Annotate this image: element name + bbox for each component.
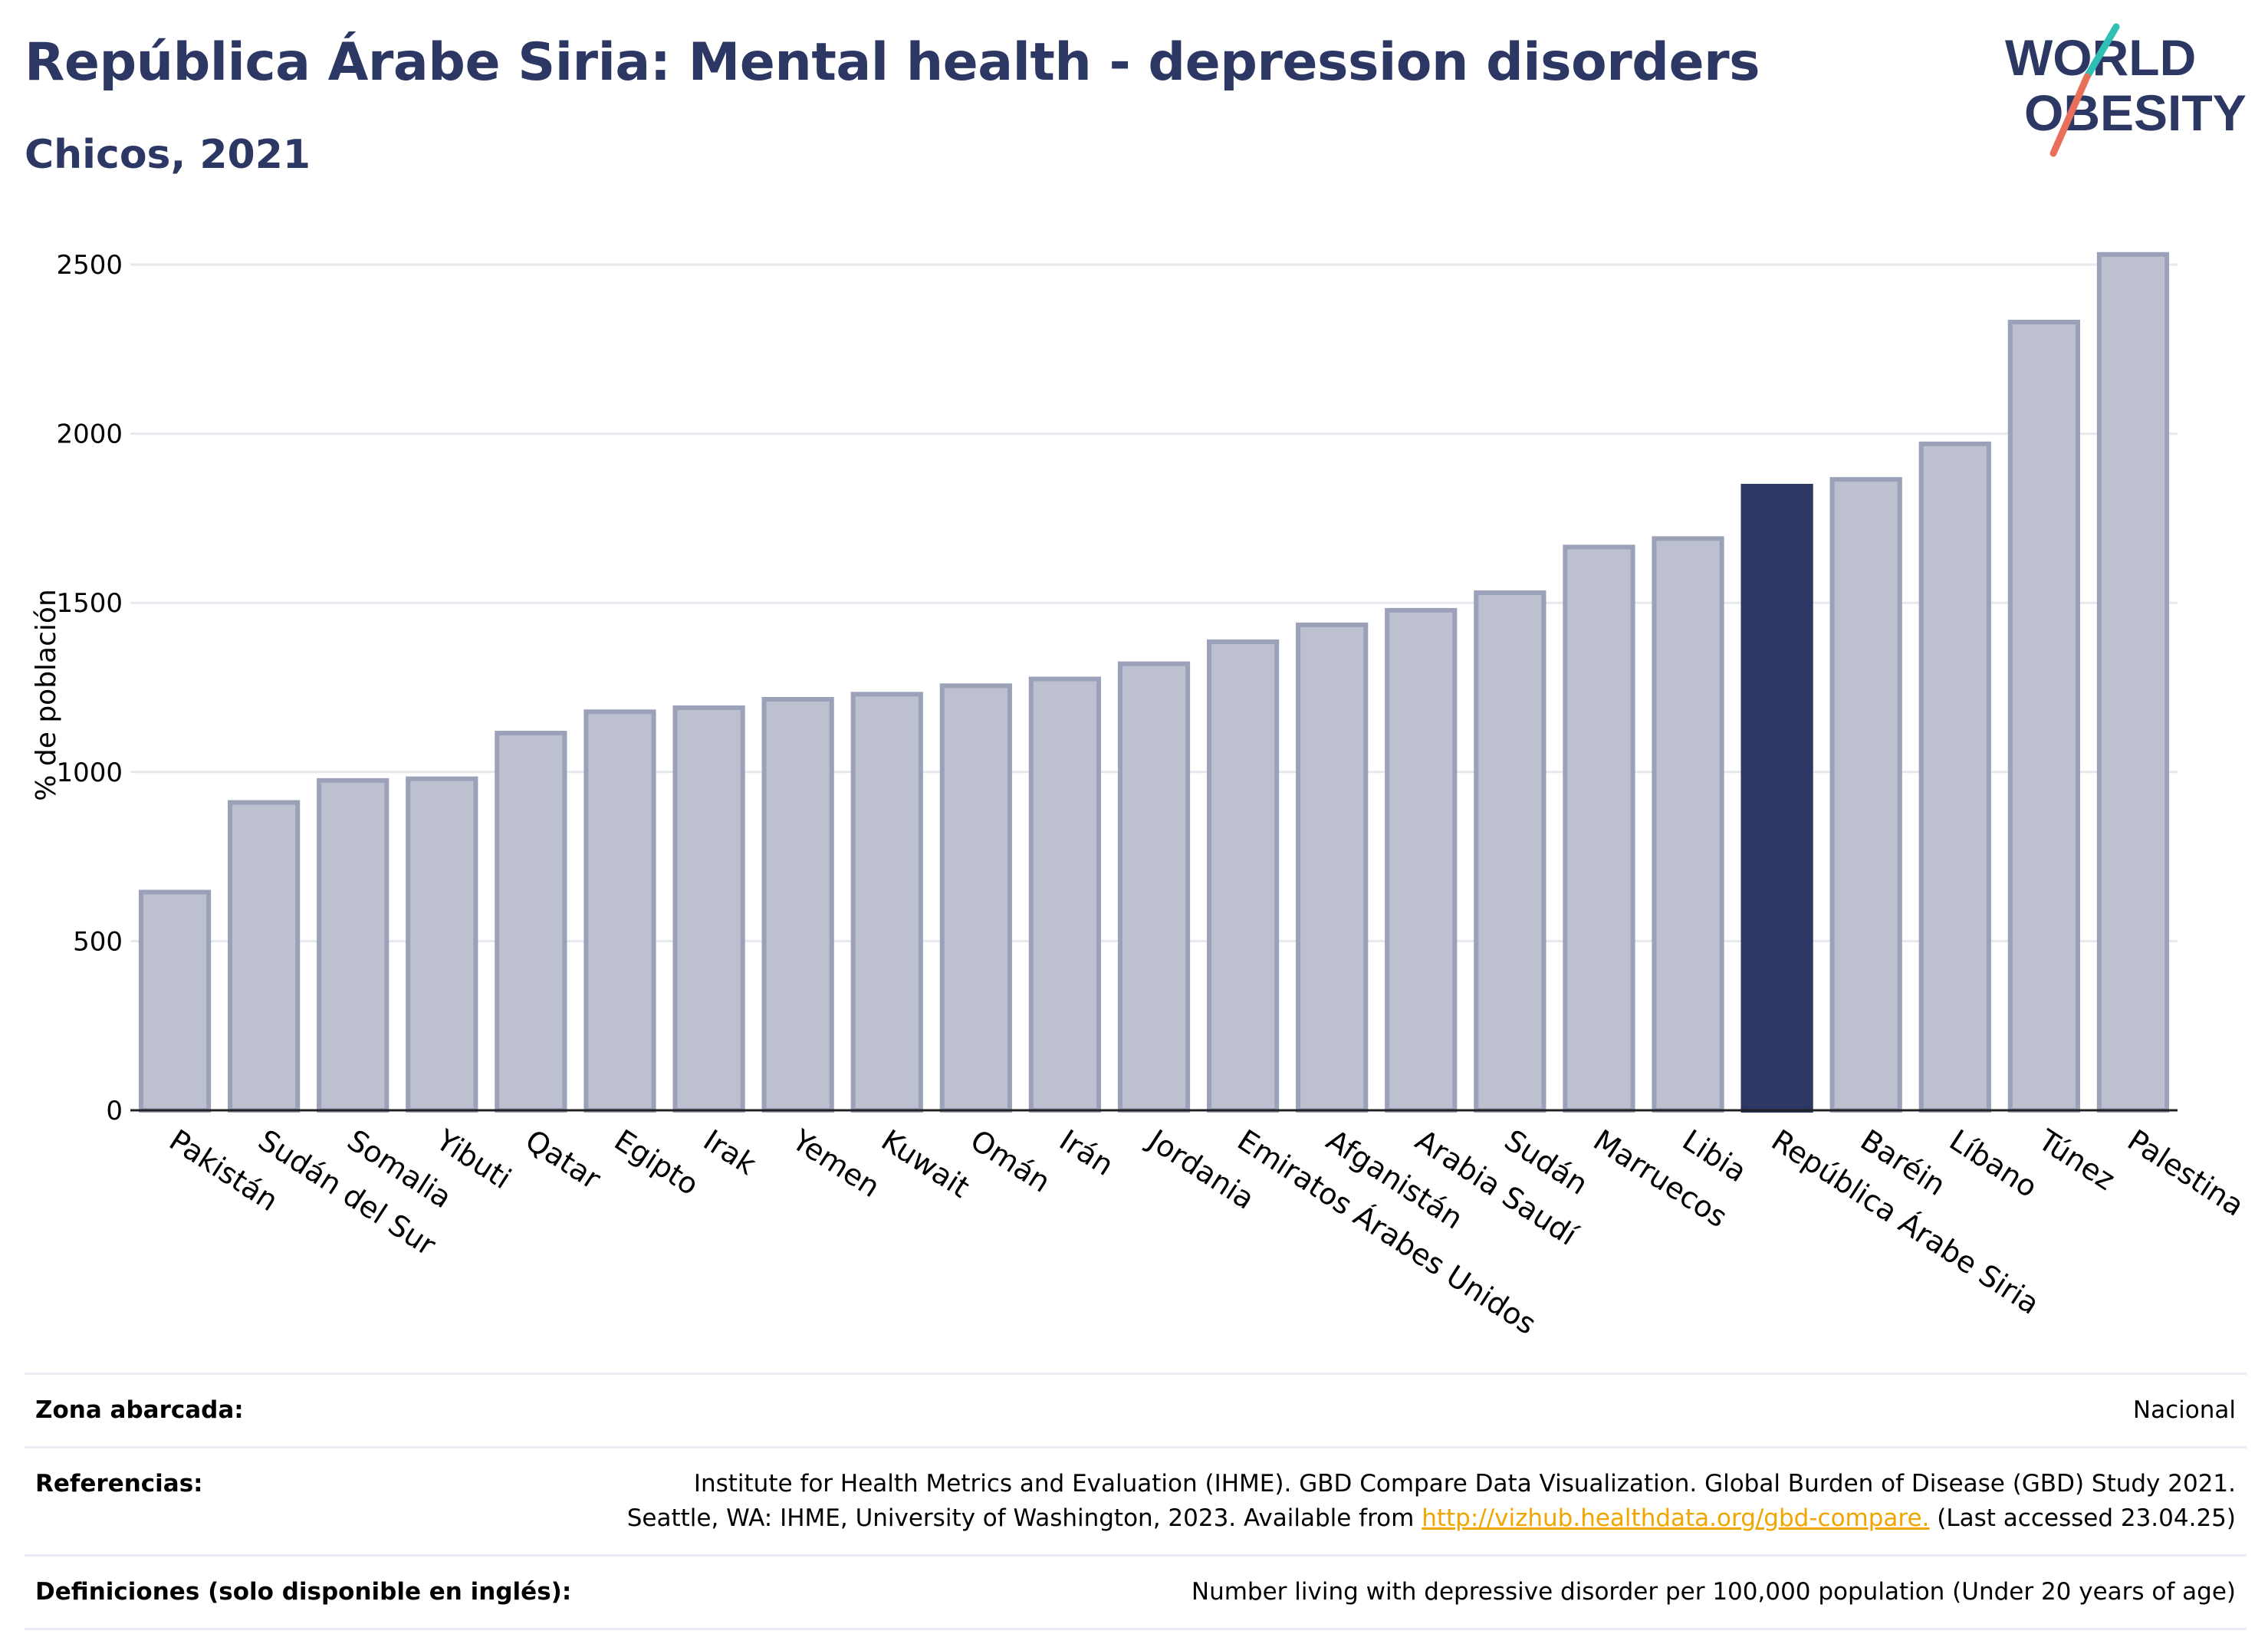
x-tick-label: Yemen xyxy=(786,1123,886,1204)
bar xyxy=(1563,544,1635,1113)
bar xyxy=(138,889,212,1113)
chart-title: República Árabe Siria: Mental health - d… xyxy=(25,32,1760,93)
x-tick-label: Egipto xyxy=(609,1123,705,1202)
y-tick-label: 2000 xyxy=(56,419,123,450)
x-tick-label: Qatar xyxy=(519,1123,606,1196)
x-tick-label: Irán xyxy=(1053,1123,1119,1182)
bar xyxy=(1385,607,1458,1113)
references-line2-pre: Seattle, WA: IHME, University of Washing… xyxy=(626,1504,1422,1532)
references-value: Institute for Health Metrics and Evaluat… xyxy=(627,1467,2236,1536)
footer-row-definitions: Definiciones (solo disponible en inglés)… xyxy=(25,1554,2247,1630)
references-line1: Institute for Health Metrics and Evaluat… xyxy=(693,1470,2236,1498)
x-tick-label: Kuwait xyxy=(876,1123,975,1205)
references-line2-post: (Last accessed 23.04.25) xyxy=(1929,1504,2236,1532)
bar xyxy=(1206,639,1280,1113)
bar-highlight xyxy=(1740,483,1813,1113)
x-tick-label: Líbano xyxy=(1944,1123,2043,1205)
bar xyxy=(228,800,301,1113)
footer-table: Zona abarcada: Nacional Referencias: Ins… xyxy=(25,1373,2247,1630)
chart-subtitle: Chicos, 2021 xyxy=(25,132,311,178)
bar xyxy=(495,731,567,1113)
y-tick-labels: 0 500 1000 1500 2000 2500 xyxy=(56,250,123,1126)
coverage-label: Zona abarcada: xyxy=(35,1396,244,1424)
bar xyxy=(850,692,923,1113)
bar xyxy=(2096,252,2170,1113)
x-tick-label: Túnez xyxy=(2032,1123,2121,1197)
bar xyxy=(317,778,390,1113)
logo-slash-coral xyxy=(2049,73,2091,157)
y-tick-label: 2500 xyxy=(56,250,123,281)
x-tick-label: Irak xyxy=(698,1123,762,1182)
y-tick-label: 0 xyxy=(106,1096,123,1126)
bar xyxy=(672,705,745,1113)
bar xyxy=(1028,676,1102,1113)
bar xyxy=(761,696,834,1113)
bar xyxy=(583,709,656,1113)
y-axis-label: % de población xyxy=(31,589,62,801)
logo-slash-teal xyxy=(2083,23,2120,81)
bar xyxy=(1918,441,1991,1113)
definitions-value: Number living with depressive disorder p… xyxy=(1191,1578,2236,1606)
definitions-label: Definiciones (solo disponible en inglés)… xyxy=(35,1578,572,1606)
bar xyxy=(939,683,1012,1113)
bar xyxy=(1474,590,1547,1113)
references-label: Referencias: xyxy=(35,1470,203,1498)
y-tick-label: 1000 xyxy=(56,758,123,788)
coverage-value: Nacional xyxy=(2132,1396,2236,1424)
bar xyxy=(1829,477,1902,1113)
footer-row-coverage: Zona abarcada: Nacional xyxy=(25,1373,2247,1446)
x-tick-label: Omán xyxy=(965,1123,1057,1199)
footer-row-references: Referencias: Institute for Health Metric… xyxy=(25,1446,2247,1554)
bars xyxy=(138,252,2170,1113)
bar xyxy=(406,776,478,1113)
bar xyxy=(1117,661,1191,1113)
references-link[interactable]: http://vizhub.healthdata.org/gbd-compare… xyxy=(1422,1504,1930,1532)
bar xyxy=(1296,622,1369,1113)
y-tick-label: 1500 xyxy=(56,588,123,619)
bar xyxy=(2007,320,2080,1113)
world-obesity-logo: WORLD OBESITY xyxy=(2005,23,2247,157)
bar xyxy=(1652,536,1724,1113)
x-tick-label: Palestina xyxy=(2122,1123,2250,1223)
y-tick-label: 500 xyxy=(73,926,123,957)
